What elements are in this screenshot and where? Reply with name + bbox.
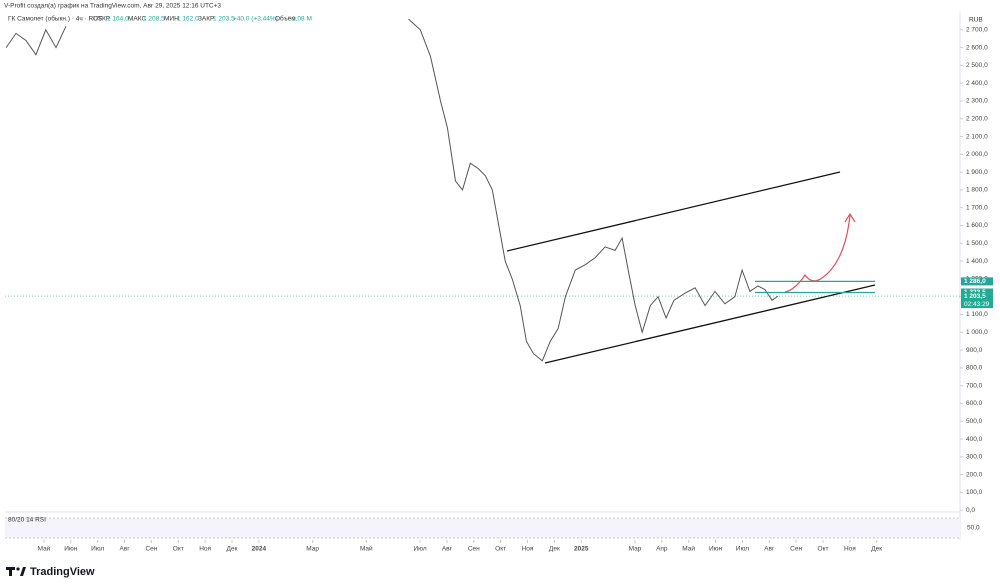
- x-tick-label: Сен: [790, 546, 802, 553]
- arrow-head: [844, 212, 856, 223]
- last-price-tag: [961, 292, 993, 309]
- symbol: ГК Самолет (обыкн.) · 4ч · RUS: [8, 15, 103, 23]
- forecast-arrow: [784, 214, 851, 293]
- x-tick-label: Июн: [64, 546, 78, 553]
- legend: ГК Самолет (обыкн.) · 4ч · RUS ОТКР 1 16…: [8, 15, 312, 23]
- rsi-tick: 50,0: [967, 525, 980, 532]
- x-tick-label: Ноя: [522, 546, 534, 553]
- x-tick-label: Ноя: [844, 546, 856, 553]
- rsi-band: [5, 518, 960, 538]
- change: +40,0 (+3,44%): [233, 16, 278, 23]
- y-tick-label: 500,0: [966, 418, 983, 425]
- open: 1 164,0: [107, 16, 129, 23]
- x-tick-label: 2025: [574, 546, 589, 553]
- y-tick-label: 1 000,0: [966, 329, 988, 336]
- y-tick-label: 1 800,0: [966, 187, 988, 194]
- x-tick-label: Июн: [709, 546, 723, 553]
- y-tick-label: 1 700,0: [966, 204, 988, 211]
- x-tick-label: Ноя: [199, 546, 211, 553]
- rsi-label: 80/20 14 RSI: [8, 517, 46, 524]
- logo-dot: [16, 567, 20, 571]
- footer-brand: TradingView: [30, 566, 95, 578]
- y-tick-label: 2 700,0: [966, 27, 988, 34]
- x-tick-label: Май: [360, 545, 373, 553]
- y-tick-label: 2 500,0: [966, 62, 988, 69]
- footer-logo: [6, 567, 26, 576]
- logo-slash: [20, 567, 26, 576]
- high: 1 208,5: [143, 16, 165, 23]
- x-tick-label: Дек: [871, 546, 882, 553]
- y-tick-label: 1 100,0: [966, 311, 988, 318]
- x-tick-label: Сен: [468, 546, 480, 553]
- y-tick-label: 900,0: [966, 347, 983, 354]
- low-label: МИН: [164, 16, 179, 23]
- channel-lower: [544, 284, 876, 364]
- y-tick-label: 1 400,0: [966, 258, 988, 265]
- x-tick-label: Апр: [656, 546, 668, 553]
- x-tick-label: 2024: [252, 546, 267, 553]
- x-tick-label: Май: [682, 545, 695, 553]
- attribution: V-Profit создал(а) график на TradingView…: [4, 3, 221, 10]
- x-tick-label: Окт: [818, 546, 829, 553]
- high-label: МАКС: [128, 16, 146, 23]
- volume: 1,08 М: [292, 16, 312, 23]
- x-tick-label: Авг: [119, 546, 130, 553]
- y-tick-label: 2 200,0: [966, 115, 988, 122]
- y-tick-label: 100,0: [966, 489, 983, 496]
- y-tick-label: 2 000,0: [966, 151, 988, 158]
- y-tick-label: 1 900,0: [966, 169, 988, 176]
- volume-label: Объём: [275, 15, 296, 23]
- y-tick-label: 400,0: [966, 436, 983, 443]
- x-tick-label: Авг: [442, 546, 453, 553]
- x-tick-label: Авг: [764, 546, 775, 553]
- x-tick-label: Май: [38, 545, 51, 553]
- x-tick-label: Июл: [736, 546, 749, 553]
- x-tick-label: Июл: [413, 546, 426, 553]
- currency: RUB: [969, 17, 983, 24]
- x-tick-label: Сен: [145, 546, 157, 553]
- last-price-label: 1 203,5: [964, 293, 986, 300]
- x-tick-label: Июл: [91, 546, 104, 553]
- y-tick-label: 1 600,0: [966, 222, 988, 229]
- x-tick-label: Мар: [306, 546, 319, 553]
- y-tick-label: 2 100,0: [966, 133, 988, 140]
- x-tick-label: Дек: [549, 546, 560, 553]
- x-tick-label: Окт: [173, 546, 184, 553]
- y-tick-label: 2 300,0: [966, 98, 988, 105]
- last-price-timer: 02:43:29: [964, 301, 990, 308]
- y-tick-label: 800,0: [966, 365, 983, 372]
- y-tick-label: 0,0: [966, 507, 975, 514]
- x-tick-label: Мар: [629, 546, 642, 553]
- price-line: [5, 18, 779, 362]
- y-tick-label: 2 600,0: [966, 44, 988, 51]
- open-label: ОТКР: [93, 16, 110, 23]
- close: 1 203,5: [213, 16, 235, 23]
- y-tick-label: 300,0: [966, 454, 983, 461]
- logo-stem: [9, 567, 12, 576]
- channel-upper: [506, 171, 841, 252]
- level-label: 1 286,0: [964, 278, 986, 285]
- y-tick-label: 1 500,0: [966, 240, 988, 247]
- low: 1 162,0: [177, 16, 199, 23]
- y-tick-label: 600,0: [966, 400, 983, 407]
- y-tick-label: 200,0: [966, 471, 983, 478]
- x-tick-label: Дек: [227, 546, 238, 553]
- level-tag: [961, 277, 993, 286]
- y-tick-label: 2 400,0: [966, 80, 988, 87]
- x-tick-label: Окт: [495, 546, 506, 553]
- plot: 0,0 100,0 200,0 300,0 400,0 500,0 600,0 700,0 80…: [5, 18, 988, 553]
- y-tick-label: 700,0: [966, 382, 983, 389]
- close-label: ЗАКР: [198, 16, 214, 23]
